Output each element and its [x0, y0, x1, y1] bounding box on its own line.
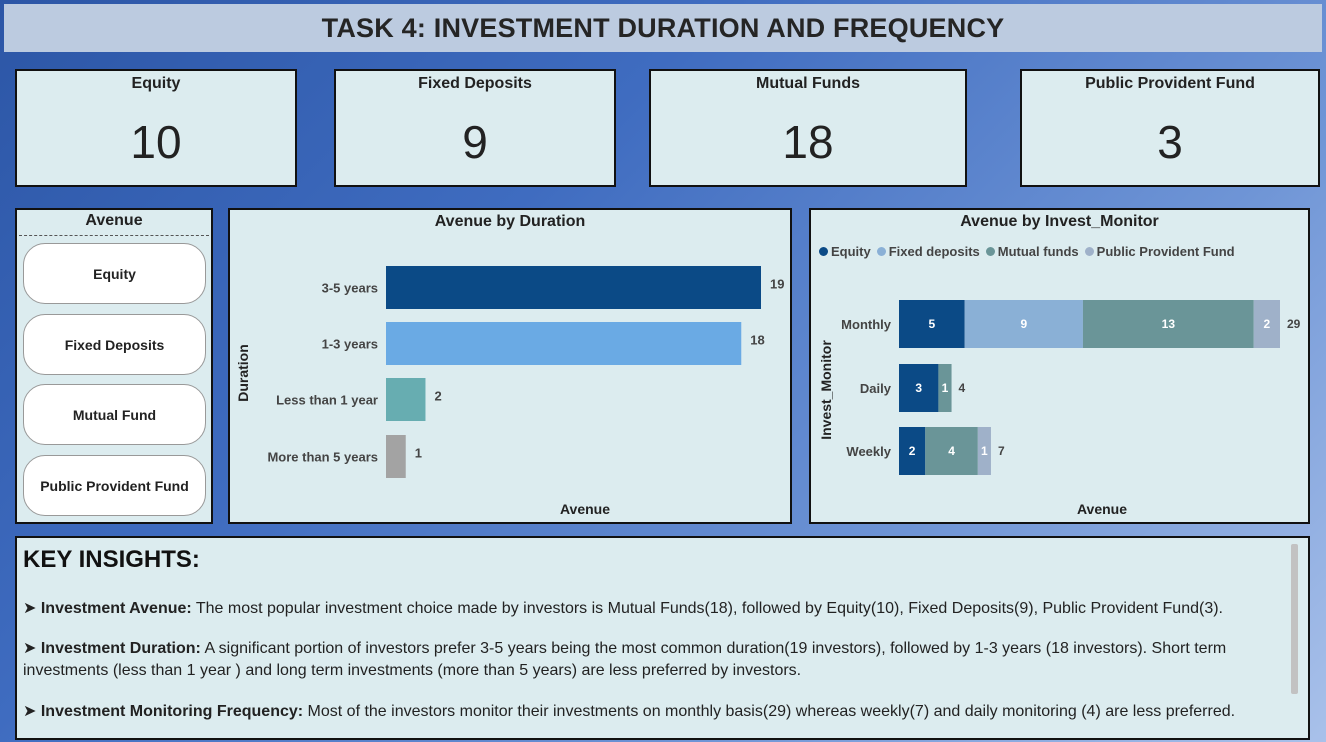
monitor-total-label: 7: [998, 444, 1005, 458]
kpi-label: Equity: [131, 75, 181, 92]
duration-chart: 3-5 years 19 1-3 years 18 Less than 1 year 2 M…: [235, 266, 784, 517]
legend-item-fixed-deposits[interactable]: Fixed deposits: [876, 244, 980, 259]
monitor-bar-segment: [1082, 300, 1254, 348]
legend-swatch: [985, 247, 995, 256]
monitor-bar-segment: [899, 364, 939, 412]
duration-category-label: Less than 1 year: [276, 393, 378, 408]
slicer-item-fixed-deposits[interactable]: Fixed Deposits: [23, 314, 206, 375]
kpi-label: Fixed Deposits: [418, 75, 532, 92]
duration-bar: [386, 378, 426, 421]
monitor-bar-segment: [1253, 300, 1280, 348]
legend-swatch: [819, 247, 828, 256]
avenue-slicer: Avenue Equity Fixed Deposits Mutual Fund…: [15, 208, 213, 524]
legend-item-mutual-funds[interactable]: Mutual funds: [985, 244, 1079, 259]
segment-value-label: 1: [942, 381, 949, 395]
insights-scrollbar[interactable]: [1291, 544, 1298, 694]
duration-category-label: More than 5 years: [267, 450, 378, 465]
legend-label: Public Provident Fund: [1096, 244, 1235, 259]
slicer-item-label: Equity: [93, 265, 136, 282]
segment-value-label: 2: [1264, 317, 1271, 331]
duration-bar: [386, 435, 406, 478]
insight-label: Investment Duration:: [40, 640, 201, 657]
monitor-chart-card: Avenue by Invest_Monitor Equity Fixed de…: [809, 208, 1310, 524]
insight-bullet: ➤: [23, 703, 41, 720]
duration-bar: [386, 266, 761, 309]
kpi-value: 18: [782, 116, 834, 168]
insight-text: The most popular investment choice made …: [191, 600, 1223, 617]
slicer-item-label: Mutual Fund: [72, 406, 157, 423]
y-axis-label: Duration: [235, 344, 251, 402]
monitor-bar-segment: [938, 364, 952, 412]
duration-value-label: 2: [434, 389, 441, 404]
segment-value-label: 1: [981, 444, 988, 458]
monitor-category-label: Monthly: [841, 317, 892, 332]
insight-monitoring: ➤ Investment Monitoring Frequency: Most …: [23, 701, 1278, 723]
slicer-item-label: Fixed Deposits: [64, 336, 165, 353]
key-insights-panel: KEY INSIGHTS: ➤ Investment Avenue: The m…: [15, 536, 1310, 740]
legend-swatch: [876, 247, 886, 256]
monitor-category-label: Weekly: [846, 444, 891, 459]
page-title: TASK 4: INVESTMENT DURATION AND FREQUENC…: [321, 12, 1005, 43]
legend-label: Equity: [831, 244, 871, 259]
monitor-bar-segment: [899, 300, 965, 348]
insight-label: Investment Monitoring Frequency:: [40, 703, 304, 720]
slicer-title: Avenue: [85, 212, 143, 229]
kpi-label: Mutual Funds: [756, 75, 860, 92]
x-axis-label: Avenue: [560, 501, 610, 517]
segment-value-label: 4: [948, 444, 955, 458]
monitor-bar-segment: [964, 300, 1083, 348]
kpi-card-fixed-deposits: Fixed Deposits 9: [334, 69, 616, 187]
chart-legend: Equity Fixed deposits Mutual funds Publi…: [819, 244, 1235, 259]
insight-bullet: ➤: [23, 640, 41, 657]
y-axis-label: Invest_Monitor: [818, 340, 834, 440]
slicer-item-mutual-fund[interactable]: Mutual Fund: [23, 384, 206, 445]
title-bar: TASK 4: INVESTMENT DURATION AND FREQUENC…: [4, 4, 1322, 52]
duration-value-label: 18: [750, 333, 764, 348]
duration-value-label: 19: [770, 277, 784, 292]
segment-value-label: 2: [909, 444, 916, 458]
legend-label: Mutual funds: [997, 244, 1079, 259]
kpi-value: 3: [1157, 116, 1183, 168]
monitor-bar-segment: [899, 427, 926, 475]
legend-item-ppf[interactable]: Public Provident Fund: [1084, 244, 1235, 259]
monitor-total-label: 4: [959, 381, 966, 395]
insight-label: Investment Avenue:: [40, 600, 192, 617]
segment-value-label: 9: [1020, 317, 1027, 331]
duration-value-label: 1: [415, 446, 422, 461]
kpi-value: 10: [130, 116, 182, 168]
insight-text: Most of the investors monitor their inve…: [303, 703, 1236, 720]
slicer-item-public-provident-fund[interactable]: Public Provident Fund: [23, 455, 206, 516]
kpi-card-public-provident-fund: Public Provident Fund 3: [1020, 69, 1320, 187]
insight-avenue: ➤ Investment Avenue: The most popular in…: [23, 598, 1278, 620]
segment-value-label: 5: [929, 317, 936, 331]
segment-value-label: 3: [915, 381, 922, 395]
kpi-label: Public Provident Fund: [1085, 75, 1255, 92]
slicer-divider: [19, 235, 209, 236]
duration-category-label: 3-5 years: [322, 281, 378, 296]
monitor-total-label: 29: [1287, 317, 1301, 331]
x-axis-label: Avenue: [1077, 501, 1127, 517]
duration-chart-card: Avenue by Duration 3-5 years 19 1-3 years 1…: [228, 208, 792, 524]
insights-title: KEY INSIGHTS:: [23, 546, 200, 573]
chart-title: Avenue by Duration: [434, 213, 586, 230]
kpi-card-equity: Equity 10: [15, 69, 297, 187]
kpi-value: 9: [462, 116, 488, 168]
slicer-item-equity[interactable]: Equity: [23, 243, 206, 304]
slicer-item-label: Public Provident Fund: [40, 477, 189, 494]
duration-bar: [386, 322, 742, 365]
kpi-card-mutual-funds: Mutual Funds 18: [649, 69, 967, 187]
legend-item-equity[interactable]: Equity: [819, 244, 871, 259]
insight-text: A significant portion of investors prefe…: [23, 640, 1227, 679]
monitor-category-label: Daily: [860, 381, 892, 396]
legend-swatch: [1084, 247, 1094, 256]
monitor-bar-segment: [977, 427, 991, 475]
insight-bullet: ➤: [23, 600, 41, 617]
monitor-bar-segment: [925, 427, 978, 475]
chart-title: Avenue by Invest_Monitor: [960, 213, 1159, 230]
segment-value-label: 13: [1162, 317, 1176, 331]
duration-category-label: 1-3 years: [322, 337, 378, 352]
legend-label: Fixed deposits: [888, 244, 980, 259]
insight-duration: ➤ Investment Duration: A significant por…: [23, 638, 1278, 682]
